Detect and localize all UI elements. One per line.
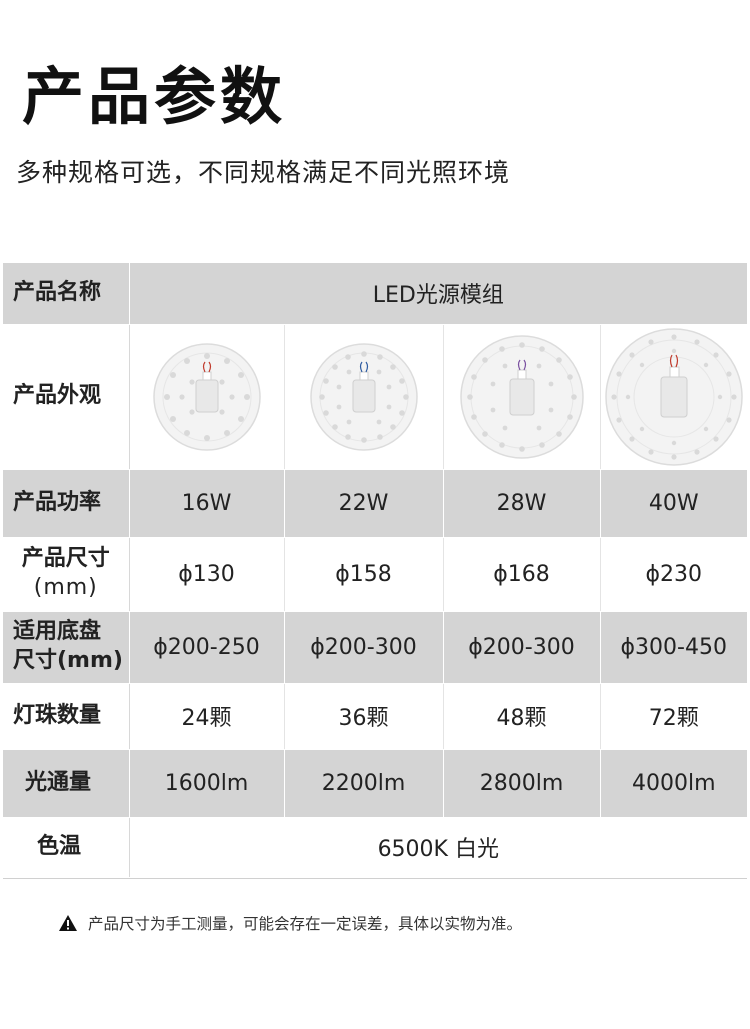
label-size: 产品尺寸 (mm) xyxy=(3,537,130,612)
led-module-16w-icon xyxy=(152,342,261,451)
flux-value: 1600lm xyxy=(129,749,285,818)
beads-value: 36颗 xyxy=(284,683,444,750)
led-module-image-16w xyxy=(129,324,285,470)
power-value: 40W xyxy=(600,469,748,538)
beads-value: 72颗 xyxy=(600,683,748,750)
label-size-line2: (mm) xyxy=(33,575,98,600)
value-product-name: LED光源模组 xyxy=(129,263,748,325)
table-bottom-divider xyxy=(3,878,747,879)
row-color-temp: 色温 6500K 白光 xyxy=(3,817,748,878)
row-appearance: 产品外观 xyxy=(3,324,748,470)
label-beads: 灯珠数量 xyxy=(3,683,130,750)
power-value: 28W xyxy=(443,469,601,538)
label-appearance: 产品外观 xyxy=(3,324,130,470)
flux-value: 2800lm xyxy=(443,749,601,818)
page-subtitle: 多种规格可选，不同规格满足不同光照环境 xyxy=(16,158,511,187)
row-power: 产品功率 16W 22W 28W 40W xyxy=(3,469,748,538)
label-power: 产品功率 xyxy=(3,469,130,538)
row-flux: 光通量 1600lm 2200lm 2800lm 4000lm xyxy=(3,749,748,818)
led-module-image-28w xyxy=(443,324,601,470)
power-value: 16W xyxy=(129,469,285,538)
led-module-image-40w xyxy=(600,324,748,470)
disclaimer-note: 产品尺寸为手工测量，可能会存在一定误差，具体以实物为准。 xyxy=(58,912,522,934)
beads-value: 48颗 xyxy=(443,683,601,750)
base-value: ϕ200-250 xyxy=(129,611,285,684)
label-base-line1: 适用底盘 xyxy=(13,619,102,645)
page-title: 产品参数 xyxy=(22,60,287,133)
label-product-name: 产品名称 xyxy=(3,263,130,325)
size-value: ϕ168 xyxy=(443,537,601,612)
led-module-image-22w xyxy=(284,324,444,470)
row-base-size: 适用底盘 尺寸(mm) ϕ200-250 ϕ200-300 ϕ200-300 ϕ… xyxy=(3,611,748,684)
size-value: ϕ230 xyxy=(600,537,748,612)
row-size: 产品尺寸 (mm) ϕ130 ϕ158 ϕ168 ϕ230 xyxy=(3,537,748,612)
warning-triangle-icon xyxy=(59,915,77,931)
beads-value: 24颗 xyxy=(129,683,285,750)
led-module-22w-icon xyxy=(309,342,418,451)
value-color-temp: 6500K 白光 xyxy=(129,817,748,878)
base-value: ϕ200-300 xyxy=(443,611,601,684)
label-base-line2: 尺寸(mm) xyxy=(13,648,123,673)
row-product-name: 产品名称 LED光源模组 xyxy=(3,263,748,325)
led-module-28w-icon xyxy=(459,334,584,459)
flux-value: 2200lm xyxy=(284,749,444,818)
row-beads: 灯珠数量 24颗 36颗 48颗 72颗 xyxy=(3,683,748,750)
spec-table: 产品名称 LED光源模组 产品外观 xyxy=(3,263,748,878)
led-module-40w-icon xyxy=(605,327,743,466)
label-color-temp: 色温 xyxy=(3,817,130,878)
label-size-line1: 产品尺寸 xyxy=(21,546,110,572)
power-value: 22W xyxy=(284,469,444,538)
label-flux: 光通量 xyxy=(3,749,130,818)
label-base-size: 适用底盘 尺寸(mm) xyxy=(3,611,130,684)
size-value: ϕ158 xyxy=(284,537,444,612)
size-value: ϕ130 xyxy=(129,537,285,612)
flux-value: 4000lm xyxy=(600,749,748,818)
base-value: ϕ200-300 xyxy=(284,611,444,684)
base-value: ϕ300-450 xyxy=(600,611,748,684)
disclaimer-text: 产品尺寸为手工测量，可能会存在一定误差，具体以实物为准。 xyxy=(88,915,523,933)
